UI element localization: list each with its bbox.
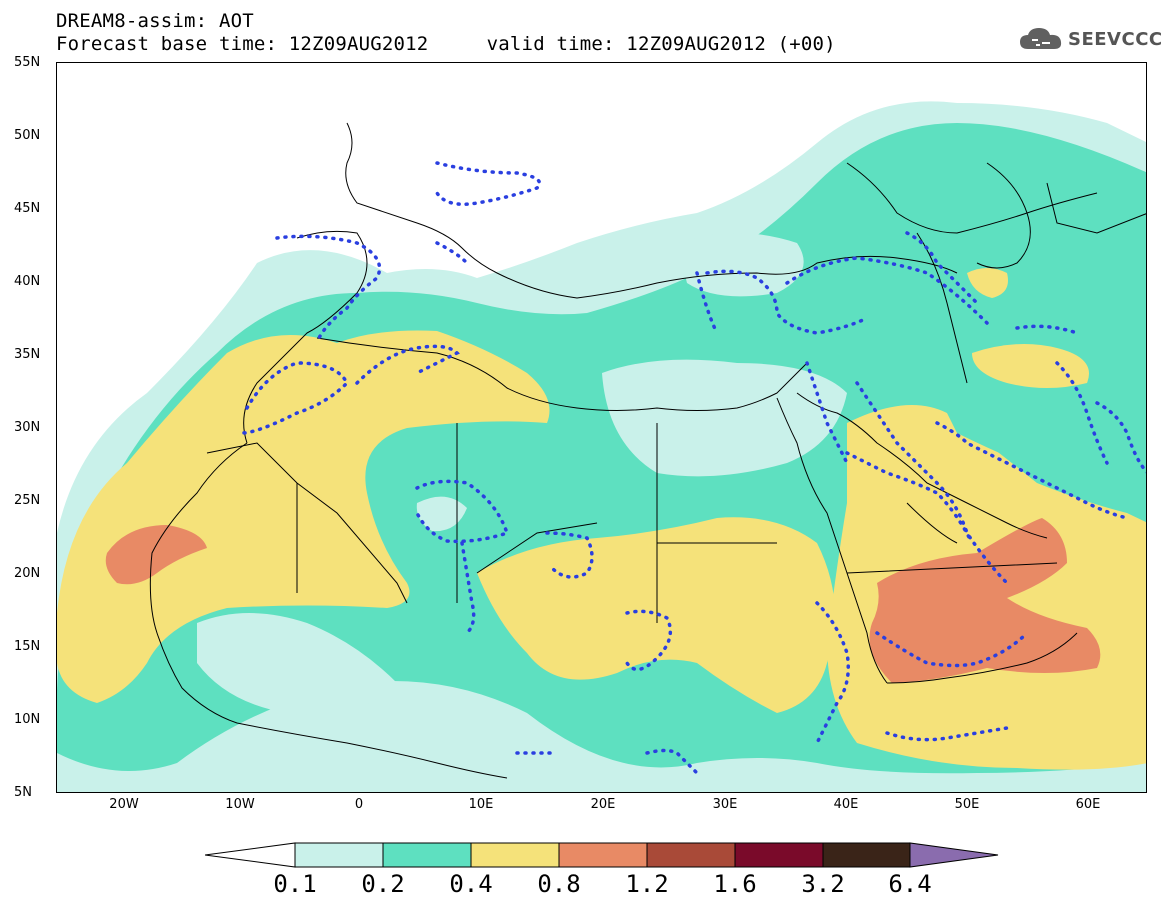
lat-label: 50N [14,128,41,143]
colorbar-swatch [646,842,736,868]
lat-label: 15N [14,639,41,654]
aot-band-0.4-0.8 [477,517,835,713]
lon-label: 10E [468,797,494,812]
lat-label: 20N [14,566,41,581]
colorbar-label: 6.4 [888,870,932,898]
colorbar-swatch [294,842,384,868]
lat-label: 10N [14,712,41,727]
cloud-icon [1020,28,1062,49]
aot-band-0.1-0.2 [416,496,467,532]
colorbar-label: 0.8 [537,870,581,898]
colorbar-label: 1.2 [625,870,669,898]
aot-contour-dotted [240,161,1146,775]
lon-label: 20W [109,797,139,812]
aot-band-0.4-0.8 [57,330,550,703]
aot-band-0.1-0.2 [677,233,804,297]
colorbar-swatch [470,842,560,868]
aot-colorbar [205,842,999,868]
lon-label: 10W [225,797,255,812]
aot-map-svg [57,101,1146,792]
lat-label: 30N [14,420,41,435]
lat-label: 45N [14,201,41,216]
colorbar-swatch [558,842,648,868]
colorbar-swatch [822,842,911,868]
lat-label: 55N [14,55,41,70]
aot-band-0.1-0.2 [602,359,847,477]
lat-label: 40N [14,274,41,289]
lon-label: 40E [833,797,859,812]
aot-band-0.1-0.2 [197,613,397,715]
lat-label: 25N [14,493,41,508]
logo-text: SEEVCCC [1068,28,1163,50]
colorbar-label: 0.1 [273,870,317,898]
colorbar-label: 0.4 [449,870,493,898]
lon-label: 0 [354,797,364,812]
colorbar-low-arrow [205,842,296,868]
lon-label: 60E [1075,797,1101,812]
lat-label: 35N [14,347,41,362]
map-plot [56,62,1147,793]
colorbar-label: 0.2 [361,870,405,898]
colorbar-swatch [382,842,472,868]
colorbar-high-arrow [909,842,999,868]
title-line-1: DREAM8-assim: AOT [56,10,254,32]
lon-label: 50E [954,797,980,812]
lat-label: 5N [14,785,32,800]
lon-label: 20E [590,797,616,812]
colorbar-swatch [734,842,824,868]
aot-band-0.2-0.4 [937,389,1117,477]
seevccc-logo: SEEVCCC [1018,24,1163,54]
aot-band-0.4-0.8 [967,268,1008,298]
aot-band-0.8-1.2 [105,525,207,585]
title-line-2: Forecast base time: 12Z09AUG2012 valid t… [56,33,836,55]
colorbar-label: 3.2 [801,870,845,898]
aot-band-0.4-0.8 [972,344,1089,388]
colorbar-label: 1.6 [713,870,757,898]
lon-label: 30E [712,797,738,812]
coastlines [149,122,1146,779]
aot-band-0.8-1.2 [869,518,1101,683]
